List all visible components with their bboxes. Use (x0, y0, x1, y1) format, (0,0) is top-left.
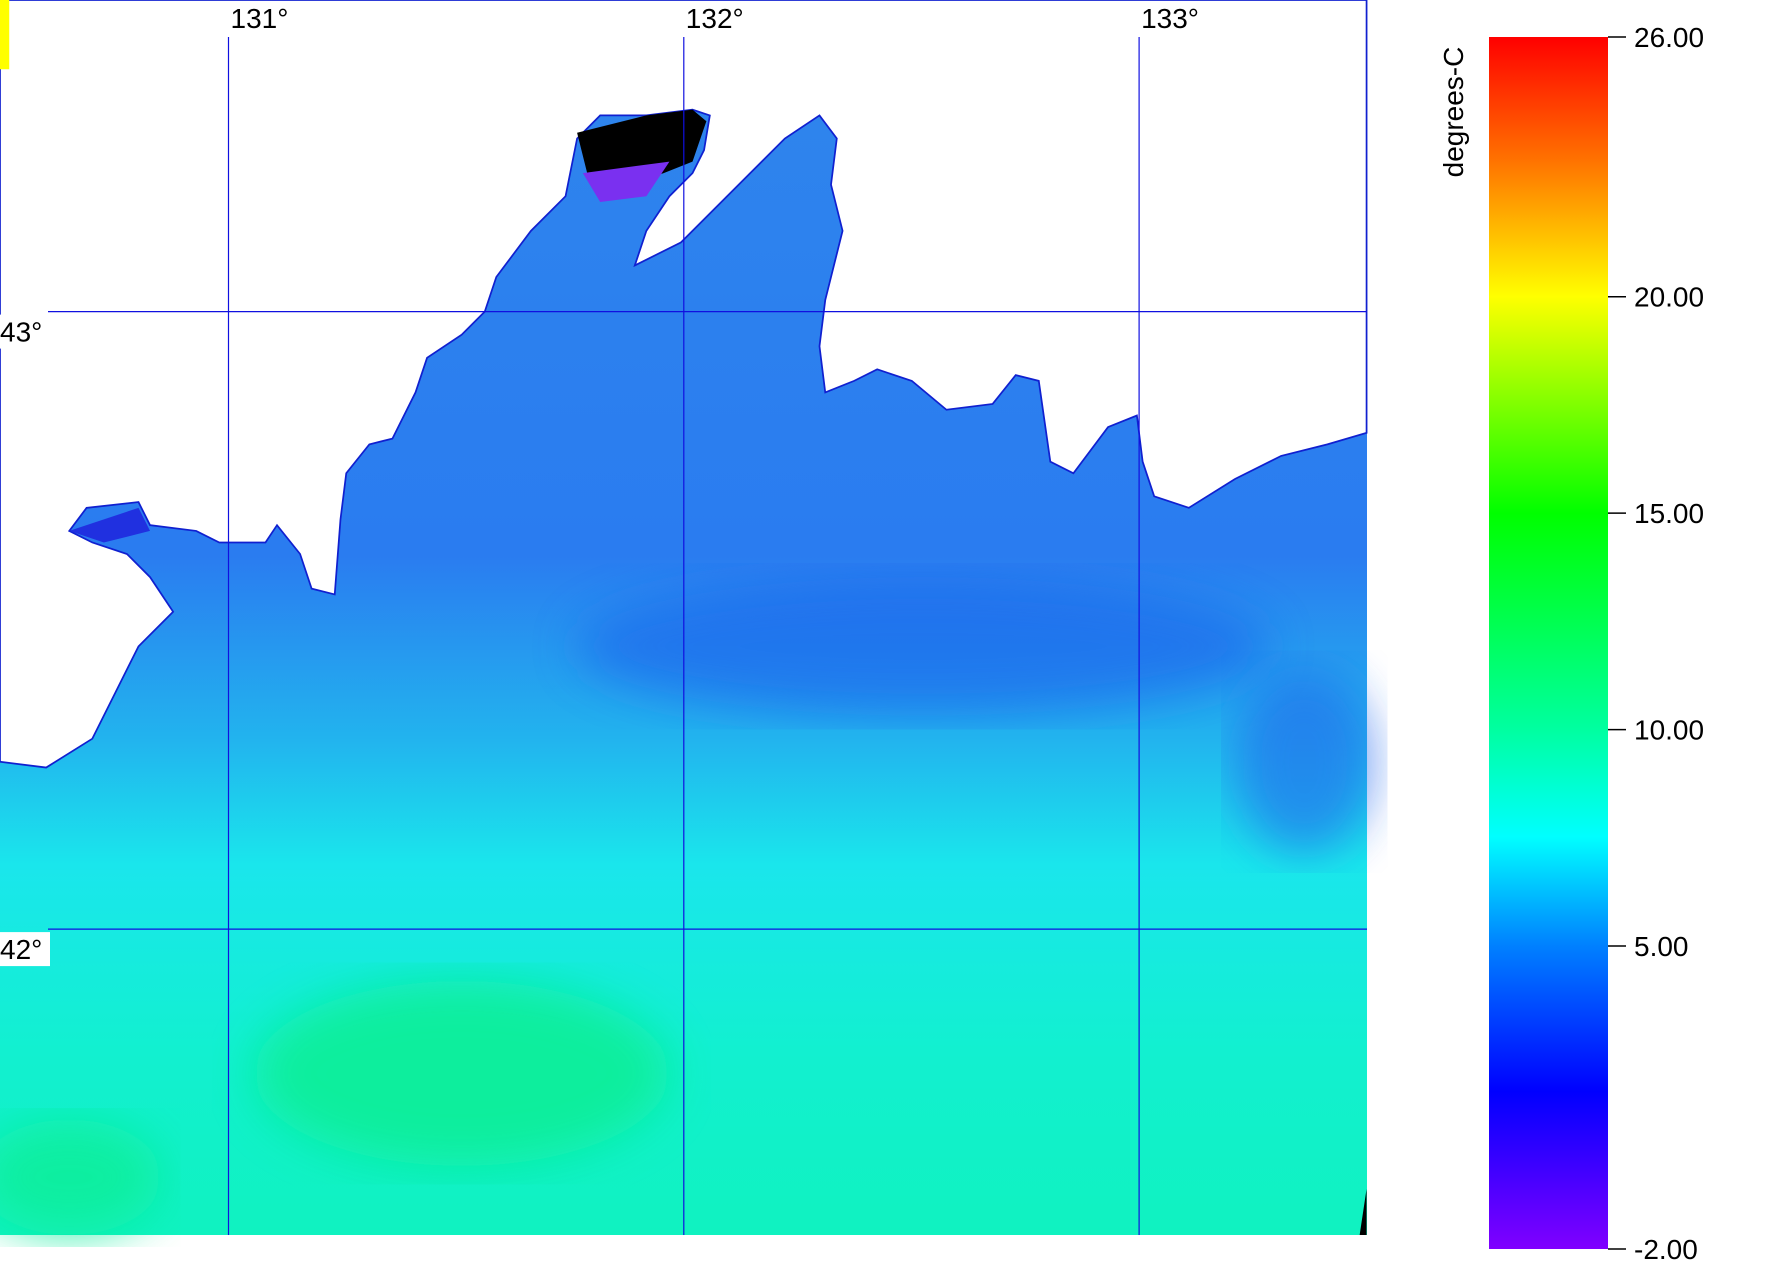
colorbar-label: degrees-C (1438, 47, 1469, 178)
cold-water (69, 507, 151, 543)
latitude-label: 43° (0, 317, 42, 348)
corner-marker (0, 0, 10, 70)
label-background (0, 314, 50, 349)
colorbar (1489, 37, 1608, 1249)
longitude-label: 131° (231, 3, 289, 34)
latitude-label: 42° (0, 934, 42, 965)
colorbar-tick-label: 15.00 (1634, 498, 1704, 529)
colorbar-tick-label: 10.00 (1634, 715, 1704, 746)
label-background (0, 932, 50, 967)
cold-water (582, 161, 670, 202)
colorbar-tick-label: 20.00 (1634, 282, 1704, 313)
longitude-label: 132° (686, 3, 744, 34)
colorbar-tick-label: -2.00 (1634, 1234, 1698, 1265)
sst-features (0, 0, 1374, 1235)
sst-map (0, 0, 1374, 1235)
no-data-area (577, 109, 707, 185)
colorbar-tick-label: 26.00 (1634, 22, 1704, 53)
land (0, 0, 1368, 769)
longitude-label: 133° (1141, 3, 1199, 34)
no-data-area (1359, 1188, 1367, 1235)
graticule: 131° 132° 133° 43° 42° (0, 3, 1367, 1235)
colorbar-tick-label: 5.00 (1634, 931, 1689, 962)
